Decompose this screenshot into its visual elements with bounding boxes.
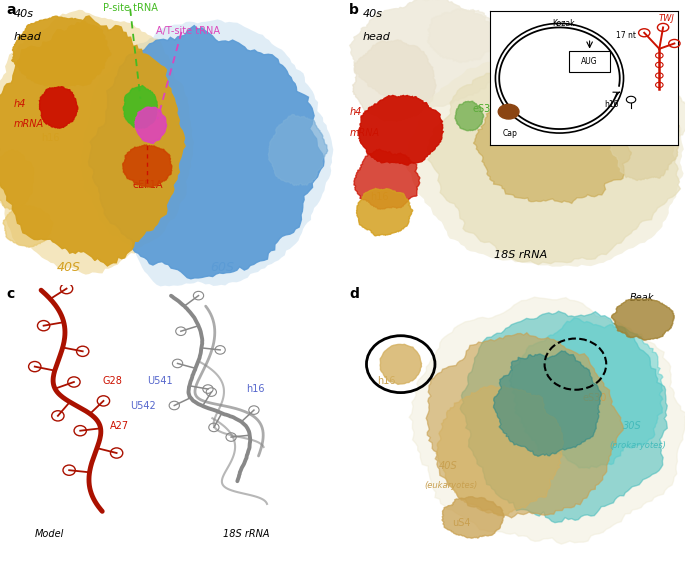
Polygon shape xyxy=(0,16,185,266)
Polygon shape xyxy=(357,188,412,236)
Text: G28: G28 xyxy=(103,376,123,386)
Polygon shape xyxy=(3,205,53,248)
Text: 17 nt: 17 nt xyxy=(616,31,636,40)
Polygon shape xyxy=(380,344,422,384)
Text: eS30: eS30 xyxy=(582,393,607,403)
Polygon shape xyxy=(123,145,172,187)
Text: h16: h16 xyxy=(605,101,619,109)
Text: mRNA: mRNA xyxy=(14,119,44,129)
Polygon shape xyxy=(510,318,663,468)
Text: mRNA: mRNA xyxy=(349,127,379,138)
Polygon shape xyxy=(442,497,504,538)
Text: 40s: 40s xyxy=(363,9,383,19)
Polygon shape xyxy=(426,333,623,518)
Text: head: head xyxy=(363,32,391,42)
Text: d: d xyxy=(349,287,359,302)
Polygon shape xyxy=(353,40,436,121)
FancyBboxPatch shape xyxy=(569,52,610,72)
Polygon shape xyxy=(610,98,679,180)
Text: head: head xyxy=(14,32,42,42)
Text: Kozak: Kozak xyxy=(552,19,575,28)
Polygon shape xyxy=(123,85,158,129)
Circle shape xyxy=(498,104,519,119)
Polygon shape xyxy=(12,16,111,87)
Polygon shape xyxy=(88,26,324,279)
Text: 30S: 30S xyxy=(623,421,642,431)
Text: c: c xyxy=(7,287,15,302)
Text: h16: h16 xyxy=(41,134,60,143)
Text: U541: U541 xyxy=(147,376,173,386)
Text: P-site tRNA: P-site tRNA xyxy=(103,3,158,13)
Text: h4: h4 xyxy=(14,98,26,109)
Polygon shape xyxy=(612,299,674,340)
Polygon shape xyxy=(455,101,484,131)
Polygon shape xyxy=(135,107,166,143)
Polygon shape xyxy=(0,150,34,209)
Text: 18S rRNA: 18S rRNA xyxy=(494,250,547,259)
Polygon shape xyxy=(0,10,194,275)
Polygon shape xyxy=(436,386,564,516)
Text: uS4: uS4 xyxy=(452,518,471,528)
Text: U542: U542 xyxy=(130,401,156,411)
Text: h16: h16 xyxy=(377,376,395,386)
Polygon shape xyxy=(269,114,327,185)
Text: A/T-site tRNA: A/T-site tRNA xyxy=(156,26,221,36)
Polygon shape xyxy=(40,86,78,128)
Text: 40S: 40S xyxy=(57,261,80,274)
Polygon shape xyxy=(409,297,685,544)
Text: TWJ: TWJ xyxy=(658,14,674,23)
Text: a: a xyxy=(7,3,16,17)
Polygon shape xyxy=(427,9,499,63)
Text: AUG: AUG xyxy=(582,57,598,66)
Polygon shape xyxy=(473,86,632,203)
Text: (eukaryotes): (eukaryotes) xyxy=(425,481,478,490)
Text: eEF1A: eEF1A xyxy=(132,180,162,190)
Text: Beak: Beak xyxy=(630,293,655,303)
Text: (prokaryotes): (prokaryotes) xyxy=(610,441,667,450)
Polygon shape xyxy=(79,19,334,286)
Text: eS10: eS10 xyxy=(541,93,566,103)
Text: A27: A27 xyxy=(110,421,129,431)
Text: b: b xyxy=(349,3,359,17)
Text: Model: Model xyxy=(34,529,64,539)
Polygon shape xyxy=(460,311,667,523)
Polygon shape xyxy=(427,59,680,265)
Text: eS3: eS3 xyxy=(473,105,491,114)
Text: h4: h4 xyxy=(349,108,362,117)
Text: Beak: Beak xyxy=(644,116,669,126)
Text: h16: h16 xyxy=(247,384,265,394)
Polygon shape xyxy=(647,93,685,140)
Text: 40s: 40s xyxy=(14,9,34,19)
Polygon shape xyxy=(358,96,443,165)
Text: 60S: 60S xyxy=(211,261,234,274)
Text: uS12: uS12 xyxy=(644,137,669,146)
Polygon shape xyxy=(350,0,505,107)
Text: Cap: Cap xyxy=(503,129,518,138)
Text: 18S rRNA: 18S rRNA xyxy=(223,529,269,539)
Polygon shape xyxy=(354,149,420,209)
Polygon shape xyxy=(406,49,684,267)
Polygon shape xyxy=(493,351,601,456)
Text: h16: h16 xyxy=(370,192,388,201)
Text: 40S: 40S xyxy=(438,461,457,471)
